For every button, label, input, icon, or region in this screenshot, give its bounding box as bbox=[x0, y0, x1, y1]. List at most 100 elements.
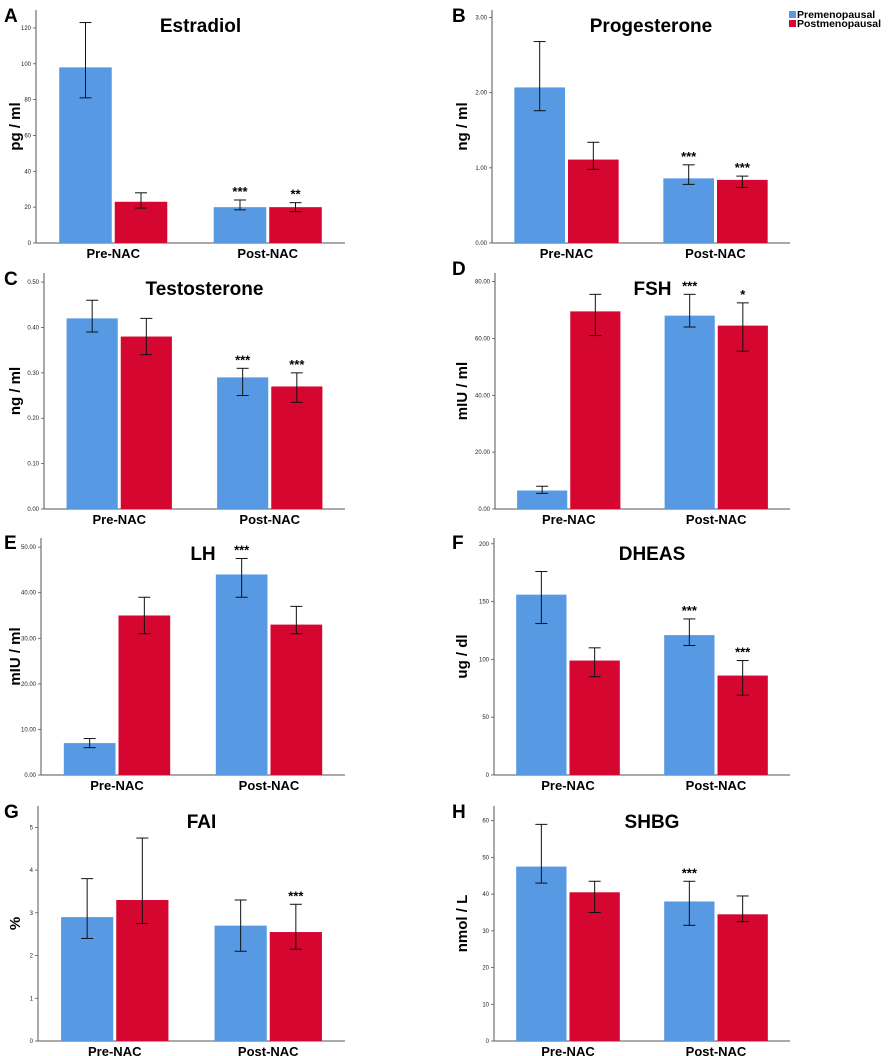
y-tick-label-a: 60 bbox=[24, 133, 31, 139]
y-tick-label-f: 0 bbox=[486, 773, 490, 779]
y-tick-label-g: 4 bbox=[30, 868, 34, 874]
bar-b-postmenopausal-pre-nac bbox=[568, 159, 619, 243]
y-tick-label-h: 30 bbox=[482, 929, 489, 935]
x-category-label-f: Pre-NAC bbox=[541, 778, 595, 793]
significance-marker-h: *** bbox=[682, 865, 698, 880]
bar-e-postmenopausal-pre-nac bbox=[118, 615, 171, 775]
y-tick-label-b: 1.00 bbox=[475, 166, 487, 172]
bar-d-postmenopausal-pre-nac bbox=[570, 311, 621, 509]
panel-letter-e: E bbox=[4, 533, 17, 554]
significance-marker-a: ** bbox=[290, 187, 301, 202]
chart-title-e: LH bbox=[190, 544, 215, 565]
y-axis-label-f: ug / dl bbox=[454, 634, 471, 678]
chart-title-c: Testosterone bbox=[146, 279, 264, 300]
panel-letter-b: B bbox=[452, 6, 466, 27]
bar-c-premenopausal-pre-nac bbox=[66, 318, 118, 509]
y-tick-label-a: 80 bbox=[24, 98, 31, 104]
significance-marker-a: *** bbox=[232, 184, 248, 199]
panel-f: F DHEAS ug / dl 0 50 100 150 200 Pre-NAC Post-NAC… bbox=[452, 533, 790, 793]
bar-b-premenopausal-post-nac bbox=[663, 178, 714, 243]
x-category-label-g: Post-NAC bbox=[238, 1044, 299, 1056]
y-tick-label-c: 0.50 bbox=[27, 280, 39, 286]
bar-e-premenopausal-pre-nac bbox=[63, 743, 116, 775]
y-tick-label-c: 0.30 bbox=[27, 371, 39, 377]
bar-a-postmenopausal-post-nac bbox=[269, 207, 322, 243]
bar-b-postmenopausal-post-nac bbox=[717, 179, 768, 243]
bar-e-postmenopausal-post-nac bbox=[270, 624, 323, 775]
legend-swatch-postmenopausal bbox=[789, 20, 796, 27]
y-tick-label-e: 0.00 bbox=[24, 773, 36, 779]
bar-d-postmenopausal-post-nac bbox=[717, 325, 768, 509]
chart-title-b: Progesterone bbox=[590, 16, 712, 37]
x-category-label-h: Pre-NAC bbox=[541, 1044, 595, 1056]
panel-c: C Testosterone ng / ml 0.00 0.10 0.20 0.30 0.40… bbox=[4, 269, 345, 527]
bar-e-premenopausal-post-nac bbox=[215, 574, 268, 775]
y-tick-label-g: 3 bbox=[30, 911, 34, 917]
y-tick-label-h: 60 bbox=[482, 819, 489, 825]
y-tick-label-e: 40.00 bbox=[21, 591, 37, 597]
significance-marker-b: *** bbox=[681, 149, 697, 164]
chart-title-h: SHBG bbox=[625, 812, 680, 833]
y-axis-label-e: mIU / ml bbox=[7, 627, 24, 685]
x-category-label-d: Post-NAC bbox=[686, 512, 747, 527]
y-tick-label-e: 30.00 bbox=[21, 636, 37, 642]
bar-d-premenopausal-pre-nac bbox=[517, 490, 568, 509]
y-tick-label-a: 100 bbox=[21, 62, 32, 68]
legend-label-postmenopausal: Postmenopausal bbox=[797, 18, 881, 30]
significance-marker-c: *** bbox=[289, 357, 305, 372]
y-tick-label-h: 50 bbox=[482, 855, 489, 861]
bar-h-postmenopausal-pre-nac bbox=[569, 892, 620, 1041]
y-axis-label-b: ng / ml bbox=[454, 102, 471, 150]
significance-marker-f: *** bbox=[735, 645, 751, 660]
bar-g-postmenopausal-post-nac bbox=[269, 932, 322, 1041]
legend-label-premenopausal: Premenopausal bbox=[797, 9, 875, 21]
y-tick-label-a: 20 bbox=[24, 205, 31, 211]
y-tick-label-c: 0.20 bbox=[27, 416, 39, 422]
significance-marker-e: *** bbox=[234, 543, 250, 558]
significance-marker-c: *** bbox=[235, 352, 251, 367]
bar-h-postmenopausal-post-nac bbox=[717, 914, 768, 1041]
x-category-label-a: Pre-NAC bbox=[87, 246, 141, 261]
y-tick-label-h: 0 bbox=[486, 1039, 490, 1045]
y-tick-label-h: 40 bbox=[482, 892, 489, 898]
y-tick-label-g: 0 bbox=[30, 1039, 34, 1045]
y-tick-label-b: 3.00 bbox=[475, 16, 487, 22]
y-tick-label-a: 0 bbox=[28, 241, 32, 247]
y-axis-label-d: mIU / ml bbox=[454, 362, 471, 420]
bar-c-premenopausal-post-nac bbox=[217, 377, 269, 509]
panel-e: E LH mIU / ml 0.00 10.00 20.00 30.00 40.00 50.00… bbox=[4, 533, 345, 793]
significance-marker-d: *** bbox=[682, 278, 698, 293]
panel-h: H SHBG nmol / L 0 10 20 30 40 50 60 Pre-NAC Post-NA… bbox=[452, 802, 790, 1056]
y-tick-label-b: 2.00 bbox=[475, 91, 487, 97]
y-tick-label-d: 40.00 bbox=[475, 393, 491, 399]
significance-marker-f: *** bbox=[682, 603, 698, 618]
x-category-label-f: Post-NAC bbox=[686, 778, 747, 793]
panel-letter-f: F bbox=[452, 533, 464, 554]
y-tick-label-c: 0.10 bbox=[27, 462, 39, 468]
significance-marker-d: * bbox=[740, 287, 746, 302]
y-tick-label-g: 5 bbox=[30, 825, 34, 831]
y-axis-label-a: pg / ml bbox=[7, 102, 24, 150]
significance-marker-g: *** bbox=[288, 888, 304, 903]
y-tick-label-g: 2 bbox=[30, 954, 34, 960]
panel-b: B Progesterone ng / ml 0.00 1.00 2.00 3.00 Pre-… bbox=[452, 6, 790, 261]
panel-g: G FAI% 0 1 2 3 4 5 Pre-NAC Post-NAC *** bbox=[4, 802, 345, 1056]
y-tick-label-a: 120 bbox=[21, 26, 32, 32]
y-tick-label-d: 20.00 bbox=[475, 450, 491, 456]
y-axis-label-g: % bbox=[7, 917, 24, 930]
bar-c-postmenopausal-pre-nac bbox=[120, 336, 172, 509]
y-tick-label-f: 150 bbox=[479, 600, 490, 606]
y-tick-label-f: 100 bbox=[479, 657, 490, 663]
y-tick-label-e: 10.00 bbox=[21, 727, 37, 733]
x-category-label-e: Pre-NAC bbox=[90, 778, 144, 793]
y-tick-label-h: 10 bbox=[482, 1002, 489, 1008]
bar-a-postmenopausal-pre-nac bbox=[114, 201, 168, 243]
bar-a-premenopausal-post-nac bbox=[213, 207, 267, 243]
y-tick-label-h: 20 bbox=[482, 966, 489, 972]
y-tick-label-a: 40 bbox=[24, 169, 31, 175]
x-category-label-a: Post-NAC bbox=[237, 246, 298, 261]
x-category-label-c: Post-NAC bbox=[239, 512, 300, 527]
y-tick-label-d: 0.00 bbox=[478, 507, 490, 513]
x-category-label-e: Post-NAC bbox=[239, 778, 300, 793]
y-axis-label-c: ng / ml bbox=[7, 367, 24, 415]
